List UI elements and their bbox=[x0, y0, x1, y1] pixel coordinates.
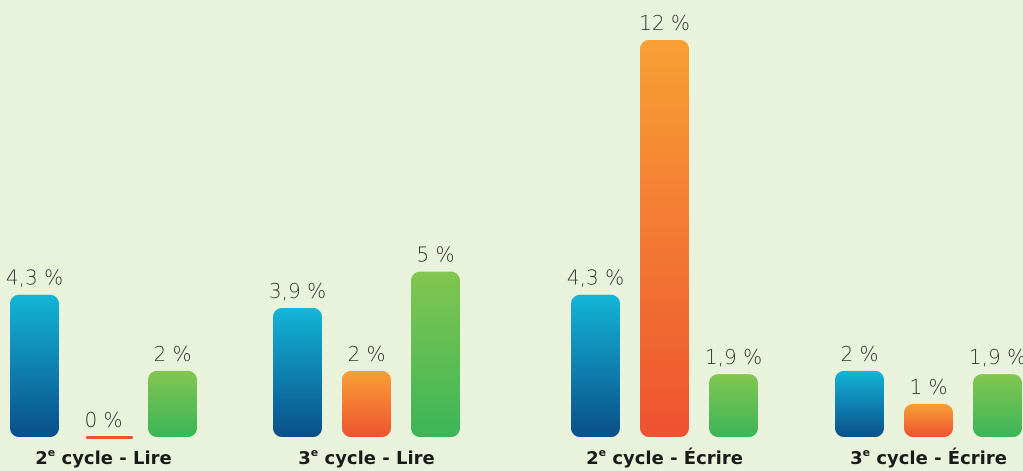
value-label-s3-c1: 2 % bbox=[153, 342, 191, 366]
bar-s1-c2 bbox=[273, 307, 322, 437]
bar-s3-c2 bbox=[411, 271, 460, 437]
value-label-s1-c1: 4,3 % bbox=[6, 266, 63, 290]
value-label-s3-c2: 5 % bbox=[416, 243, 454, 267]
category-label-4: 3e cycle - Écrire bbox=[850, 446, 1007, 469]
value-label-s2-c3: 12 % bbox=[639, 11, 690, 35]
bar-s1-c3 bbox=[571, 294, 620, 437]
bar-s3-c3 bbox=[709, 374, 758, 437]
bar-s2-c2 bbox=[342, 370, 391, 437]
value-label-s3-c3: 1,9 % bbox=[705, 345, 762, 369]
bar-s3-c1 bbox=[148, 370, 197, 437]
category-label-2: 3e cycle - Lire bbox=[298, 446, 434, 469]
bar-s2-c4 bbox=[904, 403, 953, 437]
value-label-s2-c1: 0 % bbox=[84, 408, 122, 432]
value-label-s2-c4: 1 % bbox=[909, 375, 947, 399]
value-label-s2-c2: 2 % bbox=[347, 342, 385, 366]
bar-s2-c1 bbox=[86, 436, 133, 439]
value-labels-layer: 4,3 % 0 % 2 % 3,9 % 2 % 5 % 4,3 % 12 % 1,9 % 2 % 1… bbox=[6, 11, 1023, 432]
value-label-s1-c3: 4,3 % bbox=[567, 266, 624, 290]
bar-s1-c1 bbox=[10, 294, 59, 437]
category-label-1: 2e cycle - Lire bbox=[35, 446, 171, 469]
value-label-s3-c4: 1,9 % bbox=[969, 345, 1023, 369]
value-label-s1-c4: 2 % bbox=[840, 342, 878, 366]
value-label-s1-c2: 3,9 % bbox=[269, 279, 326, 303]
category-label-3: 2e cycle - Écrire bbox=[586, 446, 743, 469]
bar-s3-c4 bbox=[973, 374, 1022, 437]
bars-layer bbox=[10, 40, 1022, 439]
category-labels-layer: 2e cycle - Lire 3e cycle - Lire 2e cycle -… bbox=[35, 446, 1007, 469]
bar-s1-c4 bbox=[835, 370, 884, 437]
bar-s2-c3 bbox=[640, 40, 689, 437]
